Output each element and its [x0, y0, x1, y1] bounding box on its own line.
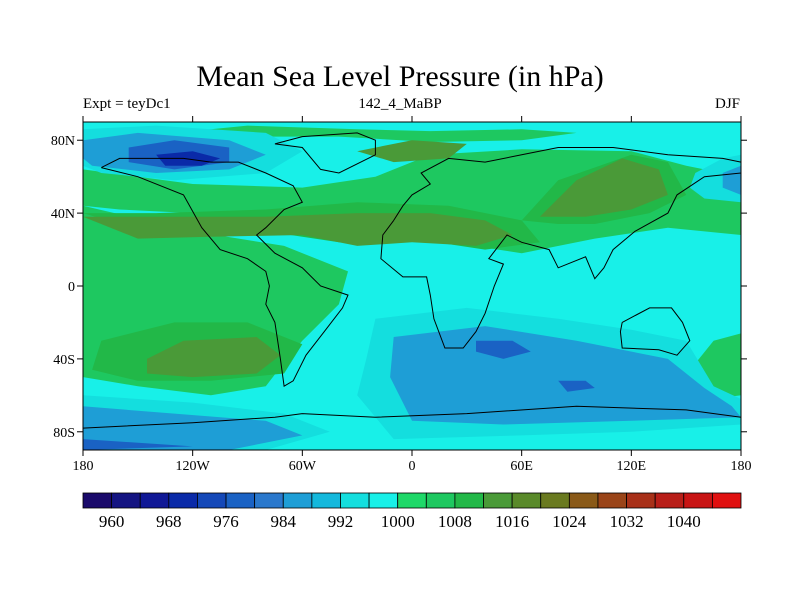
x-tick-label-1: 120W	[176, 459, 211, 474]
y-tick-label-0: 80N	[51, 134, 75, 149]
colorbar-label-6: 1008	[438, 512, 472, 531]
x-tick-label-0: 180	[73, 459, 94, 474]
chart-title: Mean Sea Level Pressure (in hPa)	[196, 60, 604, 93]
x-tick-label-2: 60W	[289, 459, 317, 474]
y-tick-label-3: 40S	[53, 353, 75, 368]
colorbar-swatch-21	[683, 492, 713, 509]
colorbar-label-8: 1024	[552, 512, 587, 531]
colorbar-swatch-11	[397, 492, 427, 509]
colorbar-swatch-0	[82, 492, 113, 509]
pressure-region-11	[357, 140, 467, 163]
coastline-2	[380, 147, 741, 349]
colorbar-swatch-1	[111, 492, 141, 509]
season-label: DJF	[714, 96, 740, 112]
colorbar-label-10: 1040	[667, 512, 701, 531]
colorbar-swatch-9	[340, 492, 370, 509]
colorbar-label-3: 984	[271, 512, 297, 531]
pressure-region-15	[156, 151, 221, 166]
colorbar-swatch-7	[282, 492, 313, 509]
colorbar-label-2: 976	[213, 512, 239, 531]
colorbar-swatch-14	[483, 492, 513, 509]
colorbar-swatch-5	[225, 492, 256, 509]
colorbar-swatch-19	[626, 492, 656, 509]
pressure-region-23	[476, 340, 531, 359]
colorbar-swatch-16	[540, 492, 570, 509]
colorbar-swatch-13	[454, 492, 484, 509]
colorbar-swatch-3	[168, 492, 198, 509]
time-label: 142_4_MaBP	[358, 96, 442, 112]
colorbar-swatch-12	[425, 492, 456, 509]
colorbar-swatch-4	[197, 492, 227, 509]
x-tick-label-3: 0	[409, 459, 416, 474]
pressure-region-16	[689, 154, 741, 203]
colorbar-swatch-8	[311, 492, 341, 509]
colorbar-label-1: 968	[156, 512, 182, 531]
x-tick-label-4: 60E	[510, 459, 533, 474]
colorbar: 960 968 976 984 992 1000 1008 1016 1024 1032 1040	[82, 492, 742, 531]
pressure-region-19	[83, 406, 303, 450]
x-tick-label-6: 180	[731, 459, 752, 474]
colorbar-label-0: 960	[99, 512, 125, 531]
pressure-field	[83, 122, 741, 450]
pressure-region-6	[147, 337, 281, 378]
coastlines	[83, 132, 741, 450]
pressure-region-4	[174, 125, 577, 142]
y-tick-label-4: 80S	[53, 426, 75, 441]
colorbar-label-4: 992	[328, 512, 354, 531]
coastline-4	[83, 405, 741, 450]
colorbar-swatch-18	[597, 492, 627, 509]
colorbar-swatch-15	[511, 492, 542, 509]
axes: 180 120W 60W 0 60E 120E 180 80N 40N 0 40S 80S	[51, 116, 752, 474]
colorbar-label-7: 1016	[495, 512, 529, 531]
colorbar-swatch-22	[711, 492, 742, 509]
colorbar-swatch-17	[568, 492, 599, 509]
pressure-region-24	[558, 380, 595, 392]
colorbar-swatch-2	[139, 492, 170, 509]
colorbar-label-9: 1032	[610, 512, 644, 531]
pressure-region-8	[83, 213, 513, 246]
y-tick-label-2: 0	[68, 280, 75, 295]
coastline-1	[274, 132, 376, 174]
coastline-3	[619, 307, 691, 356]
coastline-0	[101, 157, 349, 388]
colorbar-label-5: 1000	[381, 512, 415, 531]
colorbar-swatch-20	[654, 492, 685, 509]
colorbar-swatch-6	[254, 492, 284, 509]
x-tick-label-5: 120E	[617, 459, 647, 474]
pressure-region-10	[539, 158, 668, 217]
colorbar-swatch-10	[368, 492, 399, 509]
y-tick-label-1: 40N	[51, 207, 75, 222]
experiment-label: Expt = teyDc1	[83, 96, 171, 112]
pressure-region-20	[83, 439, 193, 450]
